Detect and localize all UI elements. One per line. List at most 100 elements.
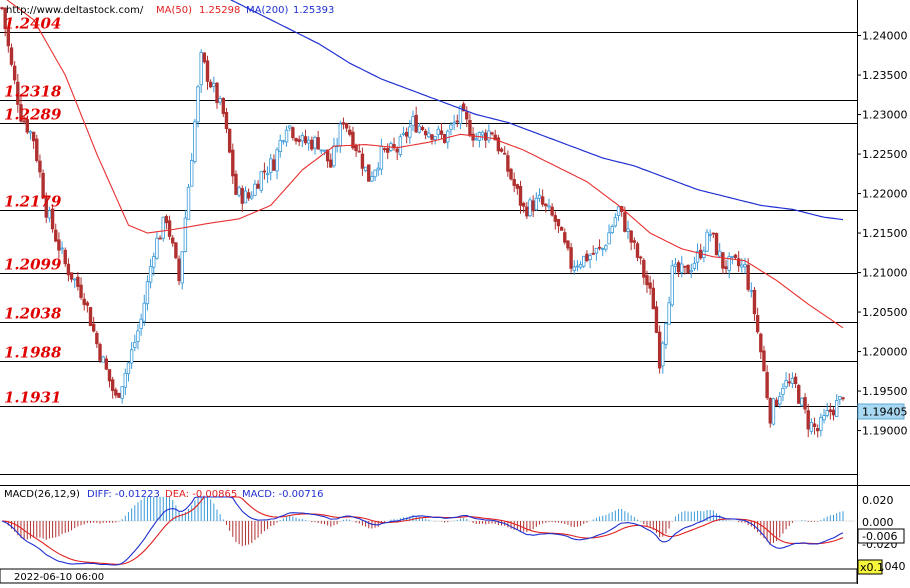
candle — [768, 397, 772, 428]
candle — [755, 307, 760, 334]
candle — [762, 345, 766, 372]
candle — [480, 130, 485, 141]
current-price-tag — [857, 403, 905, 420]
candle — [231, 143, 235, 184]
candle — [189, 153, 194, 187]
candle — [610, 224, 614, 234]
macd-tick-1: 0.000 — [862, 516, 894, 529]
candle — [329, 153, 333, 168]
level-lines — [0, 32, 857, 407]
price-tick-0: 1.24000 — [862, 30, 908, 43]
candle — [161, 216, 165, 242]
candle — [386, 143, 390, 160]
candle — [348, 125, 352, 137]
candle — [253, 179, 257, 197]
candle — [572, 260, 576, 275]
candle — [22, 115, 26, 125]
candle — [683, 265, 687, 275]
zoom-badge[interactable] — [857, 559, 883, 575]
candle — [686, 264, 690, 274]
candle — [465, 106, 469, 128]
candle — [44, 192, 48, 223]
candle — [784, 372, 788, 389]
candle — [812, 417, 817, 435]
candle — [642, 258, 646, 285]
candle — [487, 124, 491, 144]
candle — [193, 118, 197, 164]
candle — [436, 125, 441, 139]
candle — [246, 188, 251, 201]
macd-tick-0: 0.020 — [862, 494, 894, 507]
candle — [35, 134, 39, 163]
candle — [79, 277, 83, 300]
candle — [803, 393, 807, 414]
candle — [9, 43, 14, 67]
candle — [427, 127, 431, 139]
candle — [145, 275, 150, 311]
macd-pane: MACD(26,12,9) DIFF: -0.01223 DEA: -0.008… — [0, 489, 905, 584]
candle — [417, 122, 422, 134]
candle — [657, 325, 662, 374]
candle — [31, 131, 36, 149]
candle — [499, 147, 504, 153]
candle — [408, 119, 412, 144]
candle — [243, 186, 248, 204]
candle — [376, 162, 380, 176]
level-label-4: 1.2099 — [4, 256, 62, 274]
candle — [88, 306, 93, 327]
candle — [787, 373, 791, 387]
candle — [401, 126, 406, 137]
candle — [136, 324, 140, 350]
candle — [117, 392, 121, 399]
candle — [575, 260, 580, 272]
candle — [224, 107, 229, 134]
candle — [446, 129, 450, 149]
candle — [205, 55, 210, 90]
candle — [237, 185, 241, 198]
candle — [284, 125, 289, 147]
candle — [104, 355, 109, 371]
candle — [82, 292, 86, 311]
level-label-5: 1.2038 — [4, 305, 62, 323]
candle — [174, 242, 178, 260]
candle — [414, 106, 418, 133]
candle — [834, 394, 839, 417]
candle — [736, 251, 741, 272]
candle — [540, 189, 545, 207]
ma50-value: 1.25298 — [199, 5, 240, 16]
candle — [107, 369, 112, 388]
price-tick-1: 1.23500 — [862, 69, 908, 82]
candle — [227, 128, 232, 154]
candle — [164, 214, 169, 230]
candle — [85, 300, 90, 313]
candle — [585, 250, 589, 263]
candle — [692, 256, 697, 271]
candle — [724, 259, 728, 274]
candle — [139, 313, 143, 336]
candle — [265, 166, 270, 184]
candle — [721, 252, 725, 275]
candle — [771, 397, 776, 426]
candle — [101, 355, 105, 363]
candle — [822, 408, 826, 424]
candle — [272, 154, 276, 171]
candle — [591, 245, 595, 255]
candle — [714, 232, 719, 256]
candle — [531, 195, 535, 218]
candle — [259, 170, 263, 193]
candle — [604, 244, 608, 253]
candle — [12, 61, 17, 85]
candle — [313, 135, 317, 155]
candle — [57, 232, 61, 259]
candle — [398, 134, 403, 158]
candle — [158, 235, 162, 240]
candle — [6, 26, 11, 53]
candle — [730, 255, 735, 265]
candle — [841, 396, 845, 401]
candle — [306, 136, 311, 151]
candle — [626, 220, 630, 240]
candle — [518, 180, 523, 214]
candle — [310, 136, 314, 151]
current-price-label: 1.19405 — [862, 406, 908, 419]
